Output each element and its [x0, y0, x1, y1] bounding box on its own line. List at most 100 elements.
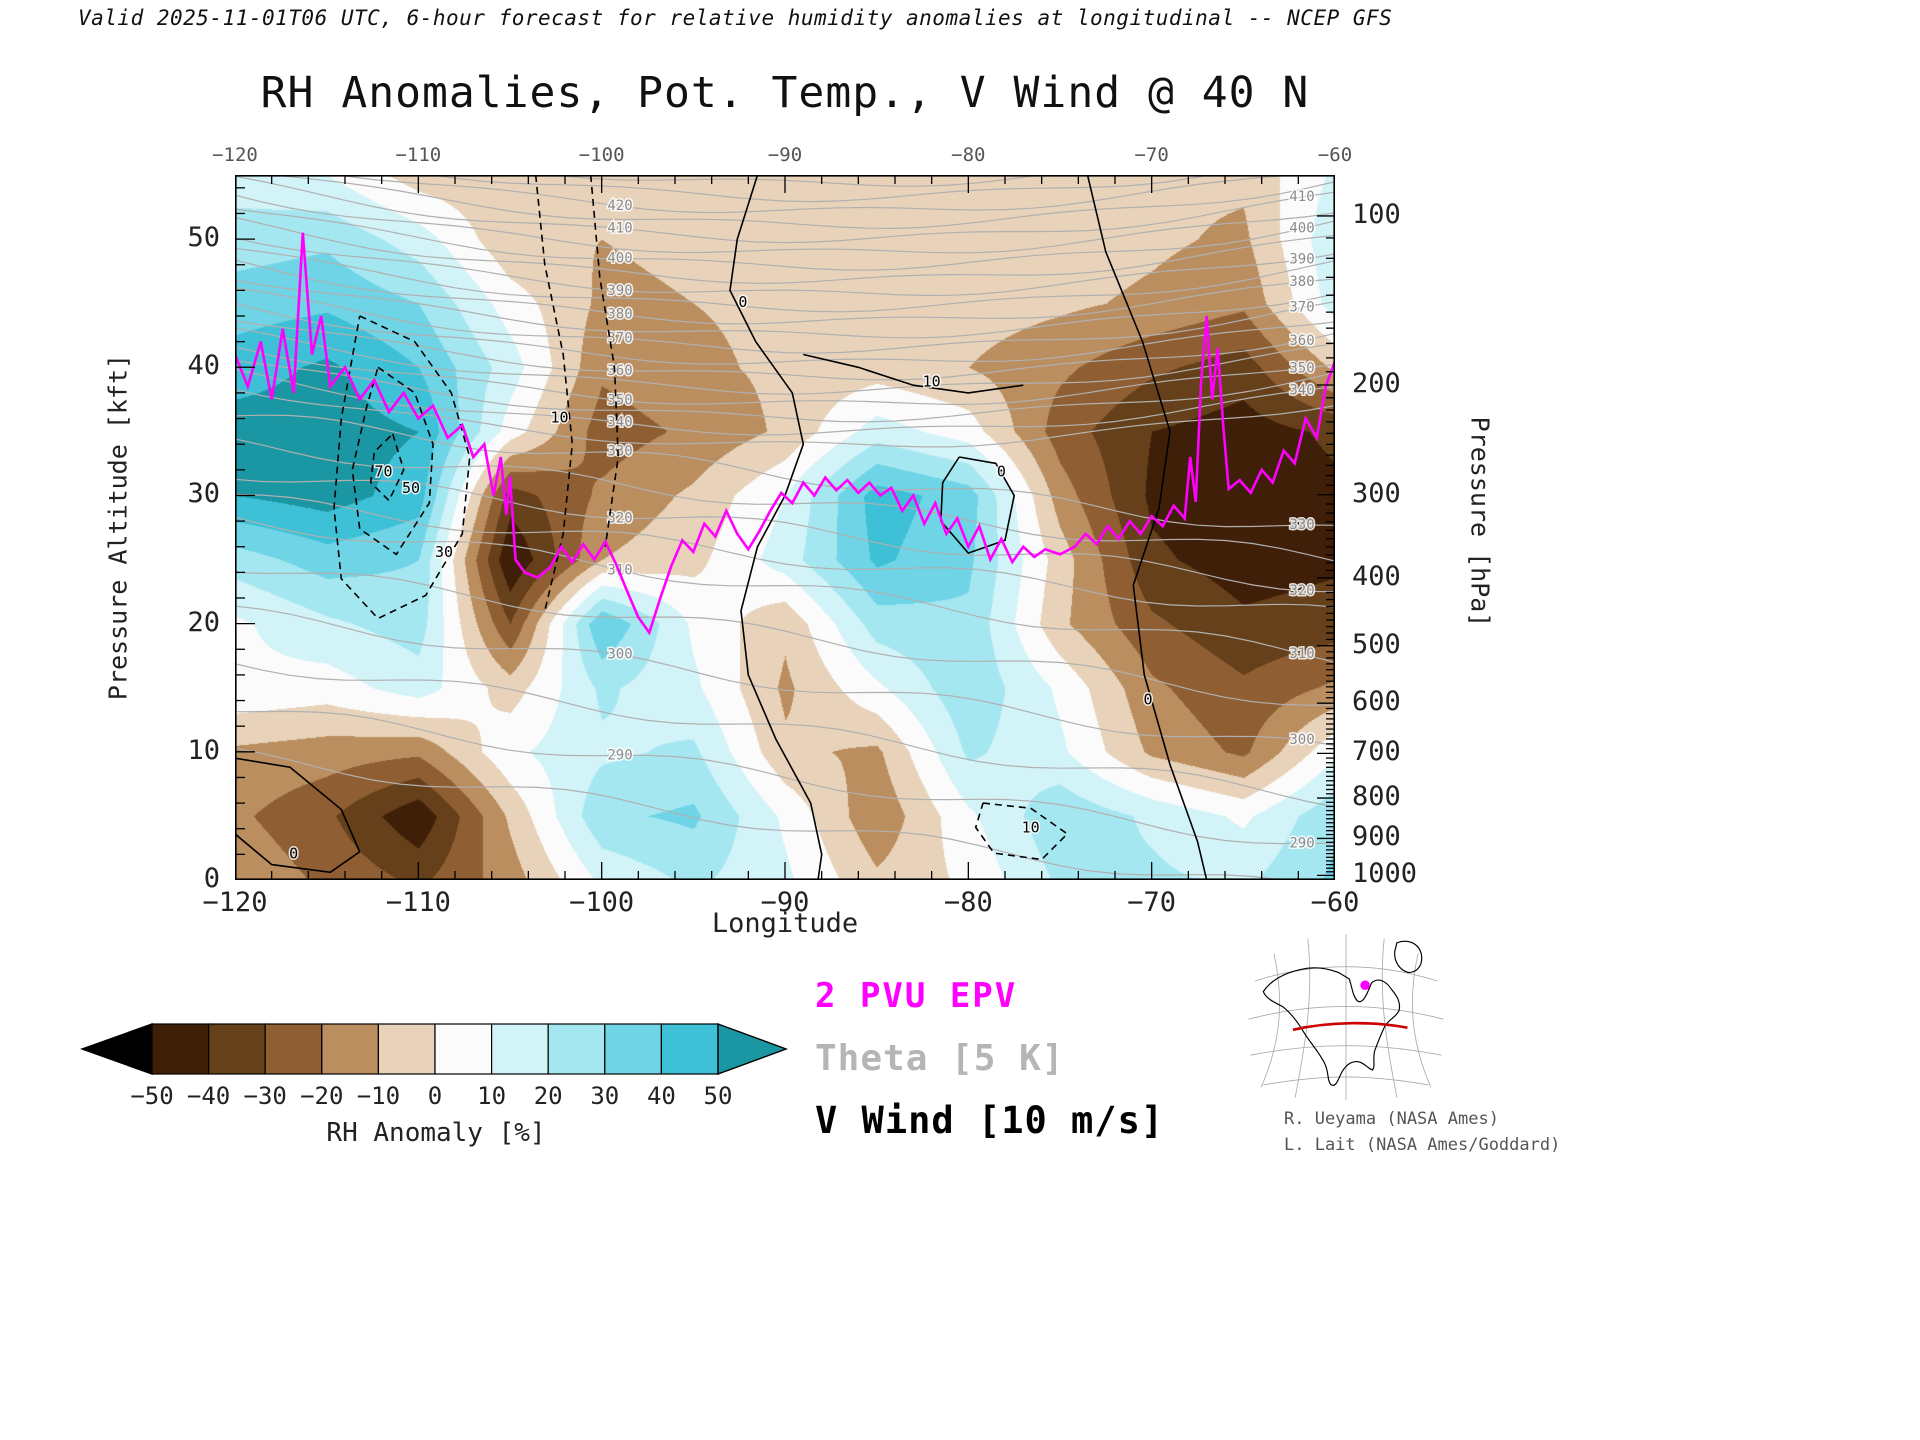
theta-contour	[235, 478, 1335, 593]
x-tick-label-bottom: −60	[1310, 887, 1360, 918]
contour-overlay: 2902903003003103103203203303303403403503…	[235, 175, 1335, 880]
valid-timestamp-line: Valid 2025-11-01T06 UTC, 6-hour forecast…	[78, 6, 1393, 30]
vwind-contour	[351, 366, 434, 556]
theta-contour	[235, 237, 1335, 297]
vwind-contour	[333, 315, 471, 620]
colorbar-tick-label: 10	[477, 1082, 506, 1110]
legend: 2 PVU EPV Theta [5 K] V Wind [10 m/s]	[815, 976, 1164, 1142]
colorbar-tick-label: 30	[590, 1082, 619, 1110]
theta-contour	[235, 572, 1335, 706]
locator-map	[1248, 934, 1444, 1100]
theta-contour-label: 330	[1289, 517, 1314, 533]
y-tick-label-hpa: 700	[1352, 736, 1401, 768]
colorbar-segment	[151, 1023, 210, 1075]
y-tick-label-kft: 30	[187, 478, 220, 510]
theta-contour	[270, 175, 1335, 230]
colorbar-segment	[604, 1023, 662, 1075]
y-tick-label-hpa: 500	[1352, 628, 1401, 660]
map-greenland	[1394, 940, 1423, 974]
colorbar-segment	[264, 1023, 323, 1075]
x-tick-label-top: −60	[1317, 144, 1353, 166]
y-tick-label-hpa: 200	[1352, 368, 1401, 400]
y-tick-label-hpa: 800	[1352, 781, 1401, 813]
vwind-contour-label: 0	[738, 293, 747, 311]
vwind-contour-label: 10	[550, 409, 568, 427]
y-axis-label-right: Pressure [hPa]	[1465, 416, 1495, 628]
page-title: RH Anomalies, Pot. Temp., V Wind @ 40 N	[260, 68, 1310, 118]
theta-contour-label: 390	[607, 283, 632, 299]
colorbar-tick-label: −40	[187, 1082, 230, 1110]
x-tick-label-bottom: −80	[943, 887, 993, 918]
theta-contour	[235, 493, 1335, 608]
theta-contour	[235, 302, 1335, 365]
theta-contour-label: 350	[607, 393, 632, 409]
colorbar-label: RH Anomaly [%]	[326, 1118, 546, 1148]
theta-contour-label: 340	[607, 414, 632, 430]
y-tick-label-hpa: 900	[1352, 821, 1401, 853]
colorbar-tick-label: −10	[357, 1082, 400, 1110]
theta-contour	[235, 710, 1335, 845]
colorbar-tick-label: 20	[534, 1082, 563, 1110]
x-tick-label-top: −120	[212, 144, 258, 166]
colorbar-segment	[434, 1023, 493, 1075]
plot-area: 290 290 300 300 310 310 320 320 330 330 340 340 350 3…	[235, 175, 1335, 880]
vwind-contour	[589, 175, 620, 547]
y-tick-label-hpa: 1000	[1352, 858, 1418, 890]
y-axis-label-left: Pressure Altitude [kft]	[103, 353, 133, 701]
vwind-contour-label: 0	[997, 462, 1006, 480]
vwind-contour-label: 10	[923, 373, 941, 391]
x-tick-label-bottom: −90	[760, 887, 810, 918]
colorbar: −50 −40 −30 −20 −10 0 10 20 30 40 50	[80, 1022, 789, 1110]
theta-contour-label: 420	[607, 198, 632, 214]
vwind-contour	[729, 175, 823, 880]
theta-contour	[235, 247, 1335, 313]
theta-contour-label: 290	[607, 747, 632, 763]
theta-contour-label: 320	[1289, 583, 1314, 599]
theta-contour-label: 410	[607, 220, 632, 236]
theta-contour-label: 330	[607, 444, 632, 460]
legend-epv: 2 PVU EPV	[815, 976, 1018, 1016]
theta-contour-label: 380	[607, 306, 632, 322]
theta-contour	[235, 259, 1335, 325]
map-40n-line	[1292, 1021, 1408, 1032]
colorbar-segment	[491, 1023, 549, 1075]
colorbar-segment	[321, 1023, 380, 1075]
y-tick-label-hpa: 100	[1352, 198, 1401, 230]
y-tick-label-hpa: 600	[1352, 686, 1401, 718]
theta-contour-label: 350	[1289, 361, 1314, 377]
plot-border	[235, 175, 1335, 880]
colorbar-arrow-low	[80, 1023, 153, 1075]
x-tick-label-top: −110	[395, 144, 442, 166]
theta-contour-label: 400	[607, 251, 632, 267]
theta-contour	[235, 747, 1286, 880]
theta-contour	[235, 438, 1335, 562]
theta-contour-label: 290	[1289, 835, 1314, 851]
colorbar-tick-label: 40	[647, 1082, 676, 1110]
y-tick-label-kft: 0	[203, 863, 220, 894]
theta-contour	[235, 327, 1335, 395]
vwind-contour-label: 0	[1143, 691, 1152, 709]
vwind-contour-label: 30	[435, 543, 453, 561]
theta-contour-label: 320	[607, 510, 632, 526]
legend-theta: Theta [5 K]	[815, 1038, 1065, 1079]
vwind-contour	[1086, 175, 1208, 880]
theta-contour	[235, 389, 1335, 448]
map-location-dot	[1360, 980, 1370, 991]
colorbar-tick-label: −50	[130, 1082, 173, 1110]
y-tick-label-hpa: 400	[1352, 560, 1401, 592]
colorbar-tick-label: 0	[428, 1082, 442, 1110]
colorbar-segment	[208, 1023, 266, 1075]
theta-contour-label: 370	[1289, 300, 1314, 316]
colorbar-tick-label: 50	[704, 1082, 733, 1110]
theta-contour	[235, 287, 1335, 354]
colorbar-segment	[377, 1023, 436, 1075]
x-axis-label: Longitude	[711, 908, 859, 939]
vwind-contour	[974, 802, 1069, 861]
x-tick-label-top: −70	[1134, 144, 1169, 166]
colorbar-arrow-high	[717, 1022, 789, 1076]
theta-contour	[235, 605, 1335, 747]
theta-contour-label: 360	[1289, 333, 1314, 349]
vwind-contour-label: 70	[374, 462, 392, 480]
x-tick-label-top: −90	[767, 144, 803, 166]
y-tick-label-kft: 10	[187, 734, 220, 766]
